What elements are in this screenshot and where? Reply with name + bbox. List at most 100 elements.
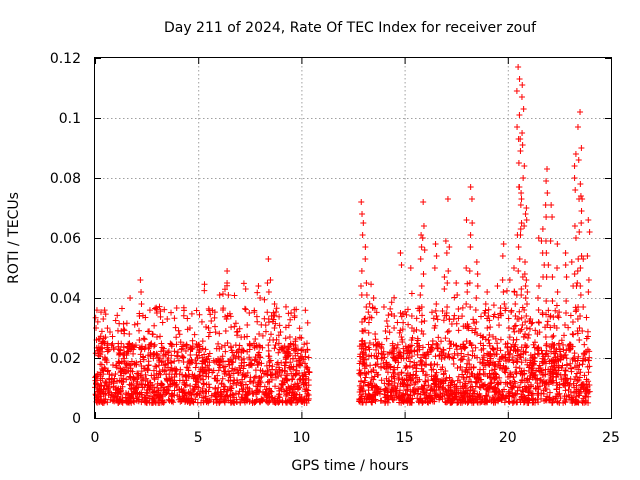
data-point: [514, 387, 521, 394]
data-point: [527, 315, 534, 322]
data-point: [188, 310, 195, 317]
data-point: [179, 371, 186, 378]
data-point: [171, 315, 178, 322]
data-point: [384, 350, 391, 357]
data-point: [413, 315, 420, 322]
data-point: [385, 312, 392, 319]
data-point: [584, 253, 591, 259]
data-point: [297, 362, 304, 369]
data-point: [501, 301, 508, 307]
data-point: [523, 377, 530, 384]
data-point: [554, 399, 561, 406]
data-point: [94, 318, 101, 325]
data-point: [368, 352, 375, 359]
data-point: [112, 317, 119, 324]
data-point: [176, 386, 183, 393]
data-point: [214, 372, 221, 379]
data-point: [132, 342, 139, 349]
data-point: [101, 340, 108, 346]
data-point: [462, 390, 469, 397]
data-point: [161, 399, 168, 406]
data-point: [421, 318, 428, 325]
data-point: [513, 364, 520, 371]
data-point: [414, 378, 421, 385]
data-point: [204, 362, 211, 369]
data-point: [469, 370, 476, 377]
data-point: [467, 387, 474, 394]
data-point: [224, 280, 231, 286]
data-point: [114, 327, 121, 334]
data-point: [470, 393, 477, 400]
data-point: [265, 378, 272, 385]
data-point: [298, 335, 305, 342]
data-point: [117, 387, 124, 394]
data-point: [255, 283, 262, 290]
data-point: [518, 359, 525, 366]
data-point: [283, 376, 290, 383]
data-point: [515, 347, 522, 354]
data-point: [408, 399, 415, 406]
data-point: [367, 362, 374, 369]
data-point: [400, 391, 407, 398]
data-point: [215, 355, 222, 362]
data-point: [423, 371, 430, 378]
data-point: [301, 341, 308, 348]
data-point: [539, 310, 546, 316]
data-point: [400, 383, 407, 390]
data-point: [252, 354, 259, 361]
data-point: [528, 381, 535, 388]
data-point: [522, 357, 529, 364]
data-point: [200, 380, 207, 387]
data-point: [449, 396, 456, 403]
data-point: [381, 380, 388, 387]
data-point: [137, 277, 144, 283]
data-point: [363, 292, 370, 298]
data-point: [362, 352, 369, 359]
data-point: [422, 352, 429, 359]
data-point: [576, 374, 583, 381]
data-point: [482, 336, 489, 343]
data-point: [577, 292, 584, 298]
data-point: [97, 361, 104, 368]
data-point: [184, 364, 191, 371]
data-point: [296, 334, 303, 341]
data-point: [145, 362, 152, 369]
data-point: [297, 376, 304, 383]
data-point: [186, 399, 193, 406]
data-point: [187, 351, 194, 358]
data-point: [157, 313, 164, 320]
data-point: [463, 301, 470, 307]
data-point: [374, 341, 381, 348]
x-tick-label: 5: [194, 430, 203, 446]
data-point: [259, 332, 266, 339]
data-point: [550, 332, 557, 339]
data-point: [267, 371, 274, 378]
data-point: [539, 360, 546, 367]
data-point: [384, 399, 391, 406]
data-point: [399, 380, 406, 387]
data-point: [516, 76, 523, 82]
data-point: [535, 235, 542, 241]
data-point: [553, 346, 560, 353]
data-point: [142, 314, 149, 321]
data-point: [563, 347, 570, 354]
data-point: [445, 328, 452, 334]
data-point: [552, 307, 559, 314]
data-point: [482, 392, 489, 399]
data-point: [404, 306, 411, 313]
data-point: [464, 289, 471, 295]
data-point: [186, 325, 193, 331]
data-point: [373, 309, 380, 316]
data-point: [411, 348, 418, 355]
data-point: [216, 345, 223, 352]
data-point: [513, 88, 520, 94]
data-point: [453, 342, 460, 349]
data-point: [443, 310, 450, 316]
data-point: [165, 396, 172, 403]
data-point: [158, 399, 165, 406]
data-point: [290, 383, 297, 390]
data-point: [302, 307, 309, 314]
data-point: [391, 370, 398, 377]
data-point: [578, 208, 585, 214]
data-point: [237, 380, 244, 387]
